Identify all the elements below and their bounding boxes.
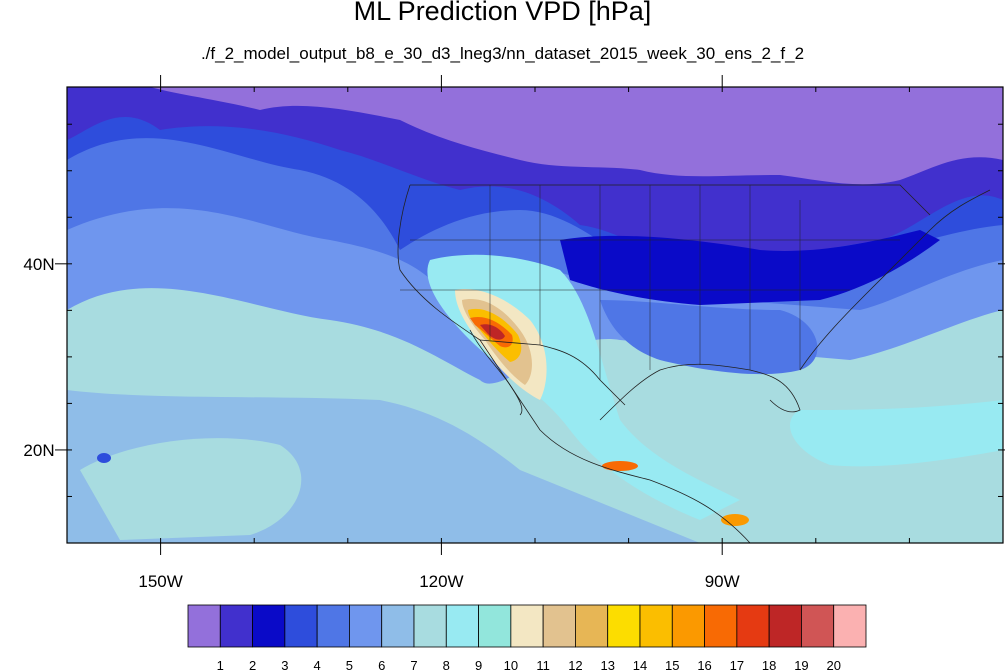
colorbar-swatch [413, 604, 447, 648]
colorbar-swatch [801, 604, 835, 648]
colorbar-swatch [284, 604, 318, 648]
map-boundaries [397, 184, 991, 543]
colorbar-swatch [381, 604, 415, 648]
lon-tick-label: 90W [705, 572, 740, 591]
coastline-east [799, 189, 991, 371]
colorbar-label: 13 [600, 658, 614, 672]
colorbar-swatch [316, 604, 350, 648]
colorbar-label: 9 [475, 658, 482, 672]
colorbar-label: 15 [665, 658, 679, 672]
colorbar-swatch [445, 604, 479, 648]
colorbar-label: 8 [443, 658, 450, 672]
colorbar-label: 19 [794, 658, 808, 672]
colorbar-label: 5 [346, 658, 353, 672]
colorbar-swatch [736, 604, 770, 648]
colorbar-label: 14 [633, 658, 647, 672]
colorbar-swatch [510, 604, 544, 648]
colorbar-swatch [671, 604, 705, 648]
colorbar-label: 3 [281, 658, 288, 672]
colorbar: 1 2 3 4 5 6 7 8 9 10 11 12 13 14 15 16 17 18 19 20 [187, 604, 867, 672]
colorbar-label: 16 [697, 658, 711, 672]
colorbar-swatch [478, 604, 512, 648]
coastline-baja [469, 329, 523, 416]
colorbar-swatch [252, 604, 286, 648]
lat-tick-label: 40N [23, 255, 54, 274]
map-title: ML Prediction VPD [hPa] [353, 0, 652, 26]
vpd-band-7-south [80, 438, 302, 540]
vpd-sw-level-18 [480, 324, 505, 340]
colorbar-label: 18 [762, 658, 776, 672]
vpd-hotspot-hawaii [97, 453, 111, 463]
colorbar-label: 4 [314, 658, 321, 672]
colorbar-label: 10 [504, 658, 518, 672]
colorbar-label: 11 [536, 658, 550, 672]
vpd-us-south [600, 300, 818, 375]
border-us-canada [410, 184, 931, 216]
colorbar-label: 20 [826, 658, 840, 672]
vpd-hotspot-mexico [602, 461, 638, 471]
colorbar-label: 2 [249, 658, 256, 672]
lat-tick-label: 20N [23, 441, 54, 460]
colorbar-swatch [704, 604, 738, 648]
lon-tick-label: 150W [138, 572, 182, 591]
colorbar-swatch [187, 604, 221, 648]
colorbar-label: 12 [568, 658, 582, 672]
colorbar-swatch [575, 604, 609, 648]
colorbar-swatch [639, 604, 673, 648]
vpd-band-1 [150, 87, 1003, 185]
state-lines [400, 185, 900, 380]
colorbar-label: 7 [410, 658, 417, 672]
colorbar-label: 6 [378, 658, 385, 672]
colorbar-swatch [833, 604, 867, 648]
colorbar-label: 1 [217, 658, 224, 672]
colorbar-swatch [219, 604, 253, 648]
colorbar-swatch [542, 604, 576, 648]
axis-layer: 150W 120W 90W 40N 20N [23, 75, 1005, 591]
colorbar-swatch [768, 604, 802, 648]
map-plot-area [67, 87, 1003, 543]
vpd-caribbean [790, 400, 1003, 467]
colorbar-label: 17 [730, 658, 744, 672]
colorbar-swatch [607, 604, 641, 648]
map-subtitle: ./f_2_model_output_b8_e_30_d3_lneg3/nn_d… [200, 44, 805, 63]
colorbar-swatch [349, 604, 383, 648]
vpd-hotspot-central-america [721, 514, 749, 526]
lon-tick-label: 120W [419, 572, 463, 591]
